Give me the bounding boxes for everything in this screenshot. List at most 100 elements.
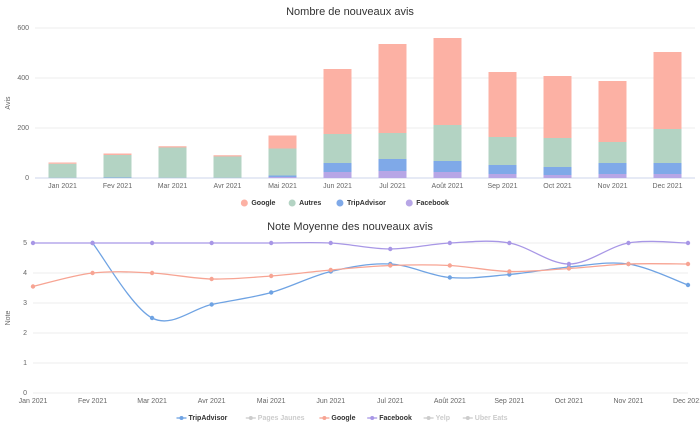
point xyxy=(149,240,155,246)
x-tick-label: Sep 2021 xyxy=(488,183,518,190)
bar-segment xyxy=(433,161,462,172)
legend-label[interactable]: TripAdvisor xyxy=(347,200,386,207)
x-tick-label: Mai 2021 xyxy=(268,183,297,190)
bar-segment xyxy=(488,72,517,137)
x-tick-label: Fev 2021 xyxy=(103,183,132,190)
bar-segment xyxy=(653,129,682,163)
point xyxy=(447,240,453,246)
bar-segment xyxy=(378,171,407,178)
legend-label[interactable]: Facebook xyxy=(416,200,449,207)
point xyxy=(388,263,393,268)
point xyxy=(30,284,36,289)
bar-segment xyxy=(488,174,517,178)
legend-marker xyxy=(336,199,344,207)
bar-segment xyxy=(598,163,627,174)
legend-marker xyxy=(370,416,375,420)
point xyxy=(685,282,691,288)
chart-title: Note Moyenne des nouveaux avis xyxy=(267,221,433,233)
point xyxy=(149,315,155,321)
x-tick-label: Mar 2021 xyxy=(137,398,167,405)
bar-segment xyxy=(323,172,352,178)
y-tick-label: 400 xyxy=(17,75,29,82)
bar-segment xyxy=(323,134,352,163)
bar-segment xyxy=(103,155,132,178)
bar-segment xyxy=(598,142,627,163)
bar-segment xyxy=(213,156,242,178)
point xyxy=(626,240,631,246)
y-axis-label: Avis xyxy=(5,96,12,110)
y-tick-label: 0 xyxy=(25,175,29,182)
x-tick-label: Oct 2021 xyxy=(555,398,584,405)
point xyxy=(90,240,95,246)
bar-segment xyxy=(268,135,297,149)
y-tick-label: 200 xyxy=(17,125,29,132)
bar-segment xyxy=(543,138,572,167)
legend-marker xyxy=(405,199,413,207)
point xyxy=(626,261,631,267)
legend-marker xyxy=(179,416,184,420)
legend-marker xyxy=(426,416,431,420)
bar-segment xyxy=(323,69,352,134)
y-tick-label: 4 xyxy=(23,270,27,277)
x-tick-label: Oct 2021 xyxy=(543,183,572,190)
x-tick-label: Jul 2021 xyxy=(377,398,404,405)
line xyxy=(32,263,689,288)
x-tick-label: Dec 2021 xyxy=(673,398,700,405)
point xyxy=(447,263,453,268)
bar-segment xyxy=(378,44,407,133)
point xyxy=(268,240,274,246)
bar-segment xyxy=(268,175,297,177)
bar-segment xyxy=(48,163,77,178)
bar-segment xyxy=(433,38,462,125)
point xyxy=(90,270,95,276)
point xyxy=(149,270,155,276)
bar-segment xyxy=(103,153,132,155)
x-tick-label: Jun 2021 xyxy=(316,398,345,405)
line xyxy=(92,242,689,322)
legend-label[interactable]: Yelp xyxy=(436,415,450,422)
point xyxy=(507,240,512,246)
x-tick-label: Avr 2021 xyxy=(198,398,226,405)
point xyxy=(328,267,333,273)
x-tick-label: Jun 2021 xyxy=(323,183,352,190)
point xyxy=(209,276,214,282)
x-tick-label: Jul 2021 xyxy=(379,183,406,190)
point xyxy=(209,240,214,246)
legend-label[interactable]: Uber Eats xyxy=(475,415,508,422)
legend-label[interactable]: Google xyxy=(331,415,355,422)
bar-segment xyxy=(48,162,77,164)
legend-marker xyxy=(465,416,470,420)
point xyxy=(447,275,453,280)
y-tick-label: 3 xyxy=(23,300,27,307)
legend-label[interactable]: Autres xyxy=(299,200,321,207)
x-tick-label: Nov 2021 xyxy=(613,398,643,405)
x-tick-label: Sep 2021 xyxy=(494,398,524,405)
chart-title: Nombre de nouveaux avis xyxy=(286,6,414,18)
bar-segment xyxy=(103,177,132,178)
x-tick-label: Août 2021 xyxy=(434,398,466,405)
bar-segment xyxy=(543,76,572,138)
bar-segment xyxy=(268,177,297,178)
legend-label[interactable]: Google xyxy=(251,200,275,207)
legend-label[interactable]: TripAdvisor xyxy=(189,415,228,422)
line xyxy=(33,240,689,265)
legend-label[interactable]: Facebook xyxy=(379,415,412,422)
bar-segment xyxy=(323,163,352,172)
legend-marker xyxy=(248,416,253,420)
x-tick-label: Août 2021 xyxy=(432,183,464,190)
y-axis-label: Note xyxy=(5,311,12,326)
point xyxy=(507,269,512,274)
bar-segment xyxy=(488,165,517,174)
x-tick-label: Avr 2021 xyxy=(214,183,242,190)
bar-segment xyxy=(543,175,572,178)
x-tick-label: Mai 2021 xyxy=(257,398,286,405)
x-tick-label: Jan 2021 xyxy=(19,398,48,405)
legend-marker xyxy=(240,199,248,207)
bar-segment xyxy=(488,137,517,165)
bar-segment xyxy=(653,163,682,174)
y-tick-label: 600 xyxy=(17,25,29,32)
point xyxy=(388,246,393,252)
point xyxy=(268,290,274,295)
legend-label[interactable]: Pages Jaunes xyxy=(258,415,305,422)
